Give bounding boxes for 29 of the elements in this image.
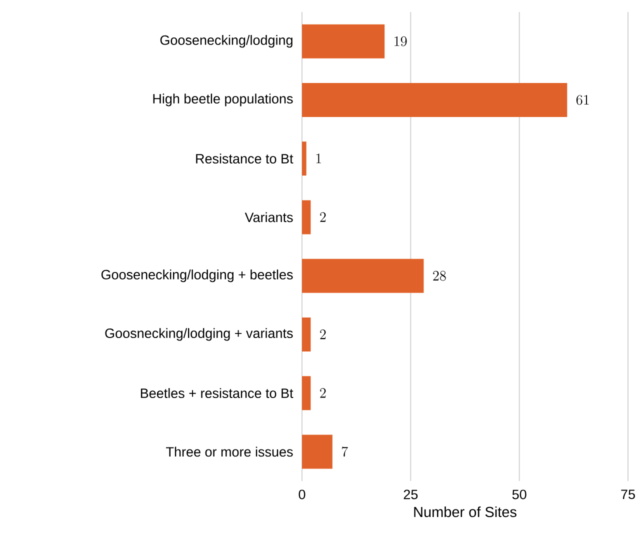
data-label: 2 [320, 212, 326, 222]
data-label: 1 [316, 154, 321, 164]
data-label: 7 [342, 446, 348, 457]
data-label: 19 [394, 36, 407, 46]
x-axis-title: Number of Sites [414, 506, 516, 518]
x-tick-label: 75 [621, 490, 635, 500]
bar [302, 376, 311, 410]
y-tick-label: High beetle populations [153, 94, 293, 106]
x-tick-label: 0 [298, 490, 306, 500]
y-tick-label: Resistance to Bt [196, 154, 294, 164]
y-tick-label: Goosenecking/lodging + beetles [101, 270, 293, 282]
y-tick-label: Three or more issues [166, 446, 293, 457]
data-label: 2 [320, 388, 326, 398]
data-label: 2 [320, 330, 326, 340]
y-tick-label: Beetles + resistance to Bt [140, 388, 294, 398]
data-label: 61 [576, 95, 589, 105]
y-tick-label: Goosenecking/lodging [160, 35, 292, 48]
bar [302, 434, 332, 469]
bar [302, 82, 568, 117]
bar [302, 24, 385, 58]
bar [302, 200, 311, 234]
y-tick-label: Variants [244, 212, 293, 222]
y-tick-label: Goosnecking/lodging + variants [105, 328, 293, 341]
bar [302, 258, 424, 293]
x-tick-label: 25 [404, 490, 418, 500]
x-tick-label: 50 [512, 490, 526, 500]
bar [302, 317, 311, 352]
data-label: 28 [433, 270, 446, 281]
bar [302, 142, 306, 176]
